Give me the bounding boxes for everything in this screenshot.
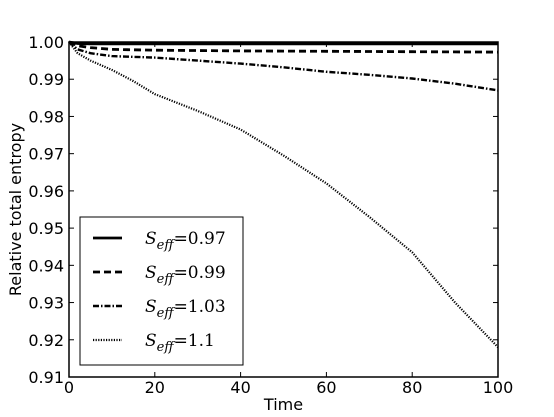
ticks-layer: 0 20 40 60 80 100 0.91 0.92 0.93 0.94 0.95 0.96 0.97… xyxy=(28,33,513,397)
y-tick-label: 0.99 xyxy=(28,70,64,89)
legend-label-4: Seff=1.1 xyxy=(145,331,215,355)
x-tick-label: 20 xyxy=(145,378,165,397)
series-line-2 xyxy=(68,40,499,54)
plot-frame xyxy=(68,41,499,378)
legend: Seff=0.97 Seff=0.99 Seff=1.03 Seff=1.1 xyxy=(79,216,244,366)
x-axis-label: Time xyxy=(263,395,303,414)
x-tick-label: 60 xyxy=(316,378,336,397)
series-line-3 xyxy=(68,41,499,92)
legend-label-3: Seff=1.03 xyxy=(145,297,226,321)
series-line-1 xyxy=(68,40,498,46)
y-tick-label: 0.94 xyxy=(28,256,64,275)
series-layer xyxy=(68,40,499,348)
y-tick-label: 0.95 xyxy=(28,219,64,238)
y-axis-label: Relative total entropy xyxy=(6,123,25,296)
y-tick-label: 1.00 xyxy=(28,33,64,52)
y-tick-label: 0.92 xyxy=(28,331,64,350)
y-tick-label: 0.96 xyxy=(28,182,64,201)
x-tick-label: 40 xyxy=(230,378,250,397)
x-tick-label: 80 xyxy=(402,378,422,397)
y-tick-label: 0.93 xyxy=(28,294,64,313)
x-tick-label: 100 xyxy=(483,378,514,397)
legend-label-2: Seff=0.99 xyxy=(145,263,226,287)
y-tick-label: 0.97 xyxy=(28,145,64,164)
legend-label-1: Seff=0.97 xyxy=(145,229,226,253)
y-tick-label: 0.91 xyxy=(28,368,64,387)
x-tick-label: 0 xyxy=(64,378,74,397)
y-tick-label: 0.98 xyxy=(28,107,64,126)
